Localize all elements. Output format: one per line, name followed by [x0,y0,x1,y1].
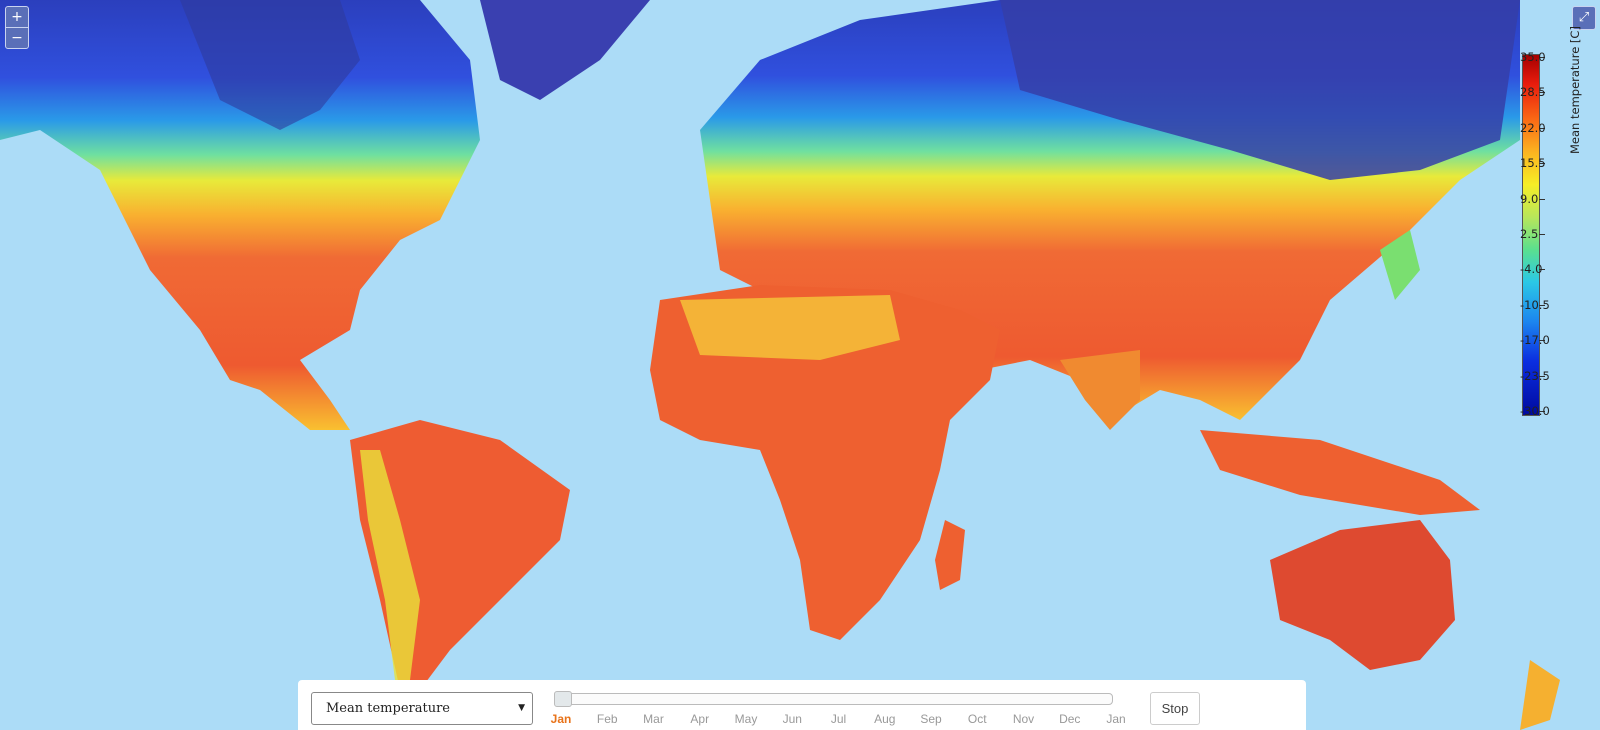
month-label-nov[interactable]: Nov [1012,712,1035,726]
variable-select[interactable]: Mean temperature ▼ [311,692,533,725]
legend-tick-label: -4.0 [1520,262,1543,277]
legend-tick [1539,234,1545,235]
legend-tick [1539,127,1545,129]
month-label-sep[interactable]: Sep [920,712,942,726]
legend-tick [1539,163,1545,165]
month-label-jan[interactable]: Jan [550,712,572,726]
legend-tick [1539,411,1545,412]
legend-tick-label: 15.5 [1520,156,1546,171]
africa-land [650,285,1000,640]
sahara-warm [680,295,900,360]
zoom-divider [6,27,28,28]
legend-tick-label: 9.0 [1520,191,1539,206]
legend-tick-label: 2.5 [1520,227,1539,241]
indonesia-land [1200,430,1480,515]
legend-tick [1539,92,1545,94]
month-label-feb[interactable]: Feb [596,712,618,726]
legend-tick-label: 22.0 [1520,120,1546,135]
expand-icon: ⤢ [1578,10,1590,25]
legend-tick [1539,269,1545,271]
andes-strip [360,450,420,680]
legend-tick [1539,340,1545,342]
greenland-land [180,0,360,130]
india-land [1060,350,1140,430]
legend-color-bar [1522,54,1540,416]
month-label-jul[interactable]: Jul [830,712,847,726]
zoom-in-button[interactable]: + [11,9,23,25]
legend-tick-label: 35.0 [1520,50,1546,64]
month-label-aug[interactable]: Aug [874,712,896,726]
control-panel: Mean temperature ▼ Jan Feb Mar Apr May Jun Jul… [298,680,1306,730]
month-label-dec[interactable]: Dec [1059,712,1081,726]
legend-tick [1539,304,1545,306]
slider-handle[interactable] [554,691,572,707]
month-label-jun[interactable]: Jun [782,712,802,726]
fullscreen-button[interactable]: ⤢ [1572,6,1596,30]
legend-tick [1539,375,1545,377]
month-label-oct[interactable]: Oct [967,712,987,726]
australia-land [1270,520,1455,670]
arctic-islands-land [480,0,650,100]
north-america-land [0,0,480,430]
dropdown-arrow-icon: ▼ [518,703,525,713]
legend-tick-label: -30.0 [1520,404,1550,418]
legend-tick [1539,198,1545,200]
japan-land [1380,230,1420,300]
color-legend: 35.0 28.5 22.0 15.5 9.0 2.5 -4.0 -10.5 -17.0 -23.… [1520,26,1592,424]
legend-tick-label: -10.5 [1520,297,1550,312]
month-slider[interactable] [554,691,1113,707]
month-label-mar[interactable]: Mar [643,712,664,726]
legend-tick-label: -23.5 [1520,368,1550,383]
madagascar-land [935,520,965,590]
zoom-control: + − [5,6,29,49]
legend-tick [1539,57,1545,58]
zoom-out-button[interactable]: − [11,30,23,46]
variable-select-value: Mean temperature [326,701,450,716]
stop-button[interactable]: Stop [1150,692,1200,725]
new-zealand-land [1520,660,1560,730]
legend-tick-label: 28.5 [1520,85,1546,100]
month-label-may[interactable]: May [734,712,758,726]
legend-title: Mean temperature [C] [1568,26,1582,154]
month-label-apr[interactable]: Apr [690,712,710,726]
legend-tick-label: -17.0 [1520,333,1550,348]
siberia-cold [1000,0,1520,180]
month-labels: Jan Feb Mar Apr May Jun Jul Aug Sep Oct Nov Dec Jan [548,710,1128,730]
month-label-jan[interactable]: Jan [1106,712,1126,726]
